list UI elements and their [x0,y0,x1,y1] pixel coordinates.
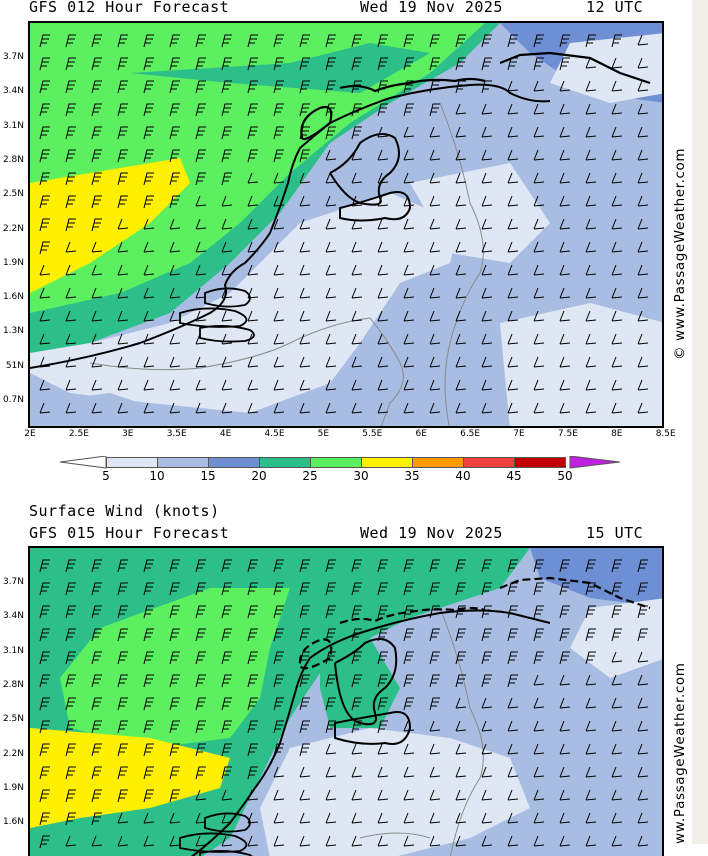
panel1-time-line: 12 UTC [586,0,643,16]
lat-label: 0.7N [0,395,24,405]
legend-value: 5 [91,469,121,483]
wind-map-panel-2 [28,546,664,856]
legend-color-segment [310,457,362,468]
lat-label: 1.9N [0,258,24,268]
panel1-date-line: Wed 19 Nov 2025 [360,0,503,16]
lat-label: 2.8N [0,680,24,690]
legend-value: 25 [295,469,325,483]
legend-left-arrow [60,456,106,468]
legend-color-segment [463,457,515,468]
panel2-title-line: Surface Wind (knots) [29,502,220,520]
lat-label: 3.4N [0,611,24,621]
panel1-model-line: GFS 012 Hour Forecast [29,0,229,16]
lat-label: 51N [0,361,24,371]
lon-label: 7.5E [551,429,585,439]
panel2-time-line: 15 UTC [586,524,643,542]
lon-label: 5E [306,429,340,439]
legend-color-segment [259,457,311,468]
side-strip [692,0,708,844]
legend-value: 35 [397,469,427,483]
legend-right-arrow [570,456,620,468]
lon-label: 2.5E [62,429,96,439]
legend-color-segment [361,457,413,468]
lon-label: 5.5E [355,429,389,439]
panel2-date-line: Wed 19 Nov 2025 [360,524,503,542]
legend-color-segment [106,457,158,468]
panel2-watermark: ww.PassageWeather.com [672,663,688,844]
lat-label: 3.1N [0,646,24,656]
legend-value: 45 [499,469,529,483]
lon-label: 6.5E [453,429,487,439]
wind-speed-legend: 5 10 15 20 25 30 35 40 45 50 [60,456,620,486]
lon-label: 8E [600,429,634,439]
lon-label: 8.5E [649,429,683,439]
lat-label: 1.6N [0,817,24,827]
legend-value: 20 [244,469,274,483]
legend-color-segment [412,457,464,468]
legend-color-segment [208,457,260,468]
legend-value: 50 [550,469,580,483]
lon-label: 2E [13,429,47,439]
lat-label: 1.9N [0,783,24,793]
lat-label: 3.7N [0,52,24,62]
lat-label: 2.2N [0,749,24,759]
wind-map-panel-1 [28,21,664,428]
lat-label: 1.3N [0,326,24,336]
lat-label: 2.5N [0,714,24,724]
lon-label: 3E [111,429,145,439]
lat-label: 1.6N [0,292,24,302]
lon-label: 7E [502,429,536,439]
legend-color-segment [514,457,566,468]
lon-label: 4.5E [258,429,292,439]
legend-value: 30 [346,469,376,483]
legend-value: 10 [142,469,172,483]
lat-label: 2.5N [0,189,24,199]
legend-color-segment [157,457,209,468]
lon-label: 4E [209,429,243,439]
lat-label: 3.1N [0,121,24,131]
lon-label: 6E [404,429,438,439]
panel2-model-line: GFS 015 Hour Forecast [29,524,229,542]
wind-map-2-svg [30,548,664,856]
legend-value: 40 [448,469,478,483]
legend-value: 15 [193,469,223,483]
lat-label: 2.8N [0,155,24,165]
lat-label: 3.4N [0,86,24,96]
lat-label: 3.7N [0,577,24,587]
panel1-watermark: © www.PassageWeather.com [672,148,688,360]
lat-label: 2.2N [0,224,24,234]
wind-map-1-svg [30,23,664,428]
lon-label: 3.5E [160,429,194,439]
